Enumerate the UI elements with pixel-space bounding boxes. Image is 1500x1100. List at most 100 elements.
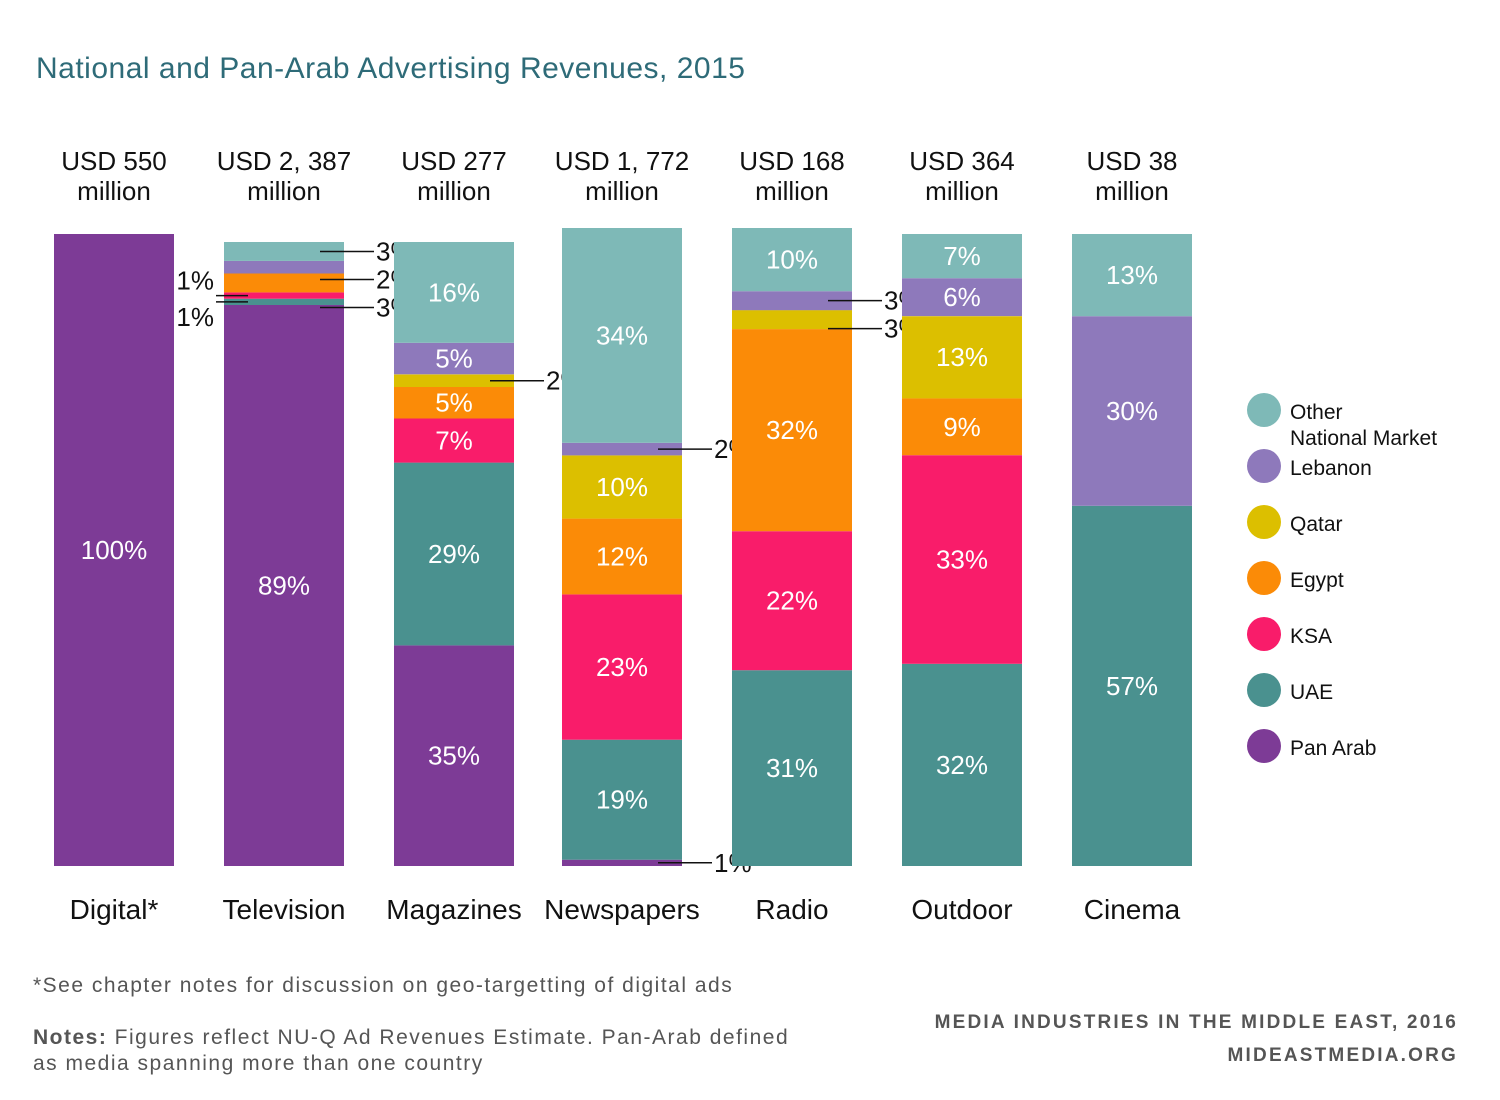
data-label-outdoor-egypt: 9% [943,412,981,442]
bar-newspapers-egypt [562,518,682,595]
legend-swatch-qatar [1247,505,1281,539]
data-label-radio-ksa: 22% [766,586,818,616]
bar-digital-pan-arab [54,234,174,866]
bar-newspapers-other-national-market [562,228,682,443]
total-label-radio-unit: million [755,176,829,206]
total-label-outdoor-unit: million [925,176,999,206]
notes-text: Figures reflect NU-Q Ad Revenues Estimat… [33,1026,790,1075]
stacked-bar-chart: 100%USD 550millionDigital*89%3%2%3%1%1%U… [54,146,1437,925]
chart-title: National and Pan-Arab Advertising Revenu… [36,52,746,85]
legend-label-uae: UAE [1290,681,1333,704]
data-label-magazines-egypt: 5% [435,388,473,418]
bar-outdoor-qatar [902,316,1022,399]
total-label-television-unit: million [247,176,321,206]
data-label-radio-uae: 31% [766,753,818,783]
total-label-digital-unit: million [77,176,151,206]
category-label-outdoor: Outdoor [911,894,1012,925]
bar-television-lebanon [224,260,344,274]
bar-television-pan-arab [224,305,344,866]
total-label-digital: USD 550 [61,146,167,176]
bar-outdoor-ksa [902,455,1022,664]
category-label-television: Television [223,894,346,925]
bar-cinema-uae [1072,505,1192,866]
publication-credit: MEDIA INDUSTRIES IN THE MIDDLE EAST, 201… [934,1012,1458,1033]
website-credit: MIDEASTMEDIA.ORG [1227,1045,1458,1066]
bar-newspapers-ksa [562,594,682,740]
bar-newspapers-lebanon [562,442,682,456]
total-label-newspapers: USD 1, 772 [555,146,689,176]
bar-outdoor-uae [902,663,1022,866]
bar-newspapers-uae [562,739,682,860]
callout-label-television-uae: 1% [176,302,214,332]
data-label-magazines-ksa: 7% [435,426,473,456]
data-label-newspapers-qatar: 10% [596,472,648,502]
legend-label-other-national-market: Other [1290,401,1343,424]
category-label-radio: Radio [755,894,828,925]
bar-outdoor-egypt [902,398,1022,456]
total-label-newspapers-unit: million [585,176,659,206]
notes-footnote: Notes: Figures reflect NU-Q Ad Revenues … [33,1025,793,1077]
data-label-magazines-uae: 29% [428,539,480,569]
data-label-television-pan-arab: 89% [258,571,310,601]
bar-television-other-national-market [224,242,344,261]
category-label-cinema: Cinema [1084,894,1181,925]
legend-label-egypt: Egypt [1290,569,1344,592]
data-label-newspapers-uae: 19% [596,785,648,815]
data-label-digital-pan-arab: 100% [81,535,148,565]
bar-cinema-lebanon [1072,316,1192,506]
bar-magazines-uae [394,462,514,646]
data-label-radio-other-national-market: 10% [766,245,818,275]
legend-swatch-ksa [1247,617,1281,651]
data-label-outdoor-other-national-market: 7% [943,241,981,271]
bar-radio-other-national-market [732,228,852,292]
bar-television-ksa [224,292,344,299]
bar-outdoor-other-national-market [902,234,1022,279]
bar-magazines-qatar [394,374,514,387]
total-label-magazines-unit: million [417,176,491,206]
data-label-outdoor-ksa: 33% [936,545,988,575]
bar-newspapers-pan-arab [562,859,682,866]
data-label-radio-egypt: 32% [766,415,818,445]
asterisk-footnote: *See chapter notes for discussion on geo… [33,974,734,997]
bar-radio-lebanon [732,291,852,311]
bar-newspapers-qatar [562,455,682,519]
data-label-cinema-lebanon: 30% [1106,396,1158,426]
bar-magazines-egypt [394,387,514,419]
data-label-outdoor-lebanon: 6% [943,282,981,312]
bar-radio-egypt [732,329,852,532]
bar-television-egypt [224,273,344,293]
data-label-cinema-other-national-market: 13% [1106,260,1158,290]
category-label-newspapers: Newspapers [544,894,700,925]
data-label-magazines-pan-arab: 35% [428,741,480,771]
legend-label-qatar: Qatar [1290,513,1343,536]
bar-cinema-other-national-market [1072,234,1192,317]
legend-swatch-egypt [1247,561,1281,595]
data-label-newspapers-ksa: 23% [596,652,648,682]
legend-label-pan-arab: Pan Arab [1290,737,1376,760]
legend-label-other-national-market-line2: National Market [1290,427,1437,450]
legend-swatch-other-national-market [1247,393,1281,427]
total-label-magazines: USD 277 [401,146,507,176]
bar-radio-qatar [732,310,852,330]
bar-magazines-ksa [394,418,514,463]
data-label-cinema-uae: 57% [1106,671,1158,701]
category-label-digital: Digital* [70,894,159,925]
notes-label: Notes: [33,1026,108,1049]
bar-television-uae [224,298,344,305]
data-label-outdoor-qatar: 13% [936,342,988,372]
callout-label-television-ksa: 1% [176,266,214,296]
legend-swatch-uae [1247,673,1281,707]
legend-label-lebanon: Lebanon [1290,457,1372,480]
bar-radio-uae [732,670,852,866]
total-label-cinema: USD 38 [1086,146,1177,176]
legend-swatch-lebanon [1247,449,1281,483]
category-label-magazines: Magazines [386,894,521,925]
bar-outdoor-lebanon [902,278,1022,317]
bar-radio-ksa [732,531,852,671]
data-label-newspapers-other-national-market: 34% [596,320,648,350]
total-label-outdoor: USD 364 [909,146,1015,176]
data-label-newspapers-egypt: 12% [596,542,648,572]
bar-magazines-pan-arab [394,645,514,866]
data-label-outdoor-uae: 32% [936,750,988,780]
legend-swatch-pan-arab [1247,729,1281,763]
